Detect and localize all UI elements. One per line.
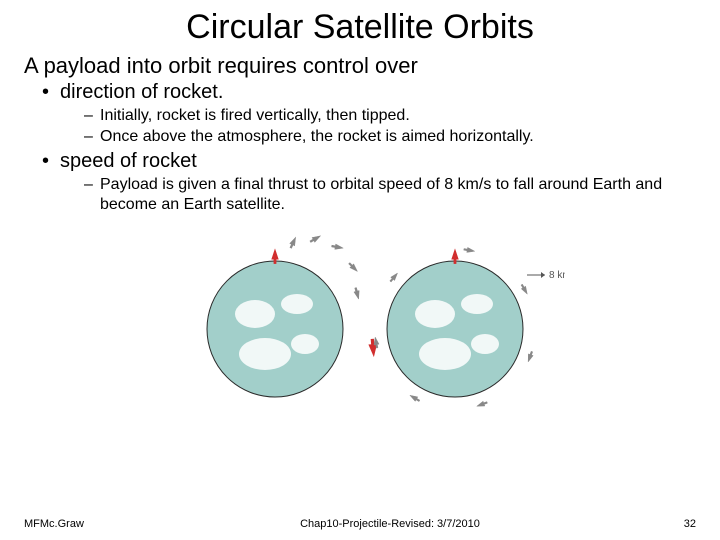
sub-item-label: Initially, rocket is fired vertically, t… [100,107,410,124]
svg-text:8 km/s: 8 km/s [549,270,565,281]
orbit-diagram-svg: 8 km/s [155,224,565,414]
lead-text: A payload into orbit requires control ov… [24,53,696,79]
footer-author: MFMc.Graw [24,518,144,530]
sub-item-label: Once above the atmosphere, the rocket is… [100,128,534,145]
bullet-label: speed of rocket [60,150,197,172]
sub-list: Initially, rocket is fired vertically, t… [60,106,696,148]
sub-item-label: Payload is given a final thrust to orbit… [100,176,662,214]
list-item: speed of rocket Payload is given a final… [42,150,696,217]
sub-list: Payload is given a final thrust to orbit… [60,175,696,217]
list-item: direction of rocket. Initially, rocket i… [42,81,696,148]
sub-item: Once above the atmosphere, the rocket is… [84,127,696,148]
slide-title: Circular Satellite Orbits [24,8,696,47]
footer-page-number: 32 [636,518,696,530]
footer-chapter: Chap10-Projectile-Revised: 3/7/2010 [144,518,636,530]
sub-item: Payload is given a final thrust to orbit… [84,175,696,217]
bullet-list: direction of rocket. Initially, rocket i… [24,81,696,216]
orbit-diagram: 8 km/s [24,224,696,414]
slide-footer: MFMc.Graw Chap10-Projectile-Revised: 3/7… [0,518,720,530]
bullet-label: direction of rocket. [60,81,223,103]
sub-item: Initially, rocket is fired vertically, t… [84,106,696,127]
